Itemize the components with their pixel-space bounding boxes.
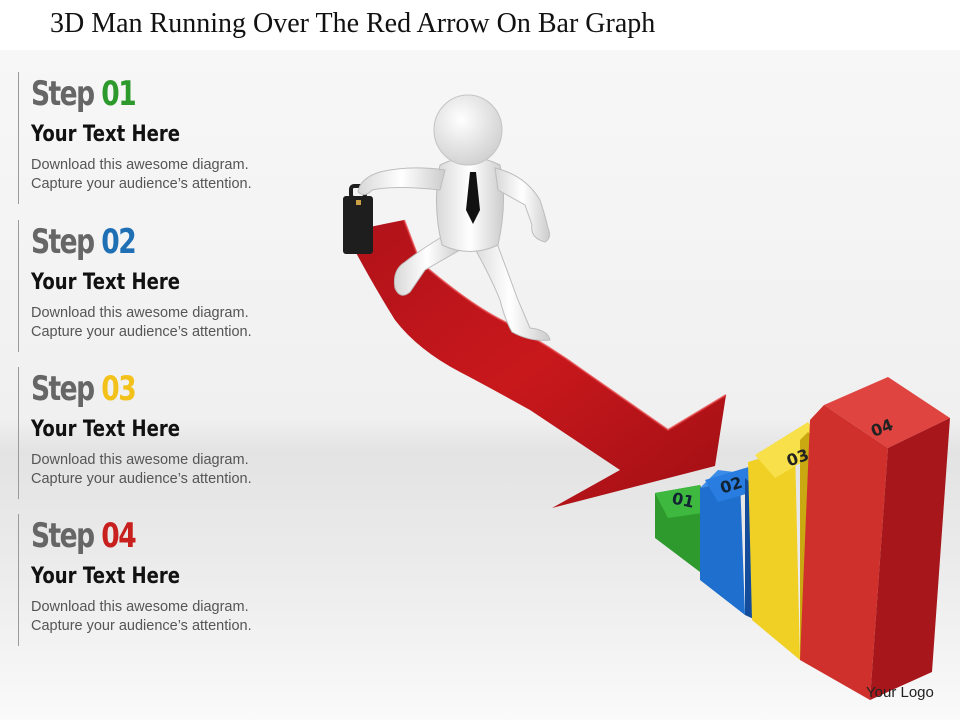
briefcase-icon bbox=[343, 184, 373, 254]
man-head bbox=[433, 94, 503, 166]
running-man bbox=[343, 94, 551, 341]
step-2: Step 02 Your Text Here Download this awes… bbox=[18, 220, 319, 352]
man-back-arm bbox=[357, 167, 446, 196]
bar-01-label: 01 bbox=[670, 489, 696, 512]
bar-03-front bbox=[748, 448, 800, 660]
logo-placeholder: Your Logo bbox=[866, 684, 934, 701]
red-arrow-shape bbox=[345, 220, 726, 508]
bar-04-top bbox=[824, 377, 950, 448]
step-4-label: Step bbox=[31, 516, 95, 556]
step-2-line-2: Capture your audience’s attention. bbox=[31, 324, 252, 340]
man-front-arm bbox=[494, 167, 550, 243]
step-2-number: 02 bbox=[101, 222, 136, 262]
step-4: Step 04 Your Text Here Download this awes… bbox=[18, 514, 319, 646]
step-1-subtitle: Your Text Here bbox=[31, 122, 180, 147]
step-4-line-1: Download this awesome diagram. bbox=[31, 599, 249, 615]
man-front-leg bbox=[469, 237, 551, 341]
man-tie bbox=[466, 172, 480, 224]
step-4-subtitle: Your Text Here bbox=[31, 564, 180, 589]
step-1-description: Download this awesome diagram. Capture y… bbox=[31, 156, 252, 194]
step-3-line-2: Capture your audience’s attention. bbox=[31, 471, 252, 487]
step-1-number: 01 bbox=[101, 74, 136, 114]
step-1-line-1: Download this awesome diagram. bbox=[31, 157, 249, 173]
step-3-subtitle: Your Text Here bbox=[31, 417, 180, 442]
bar-04-front bbox=[800, 405, 888, 700]
step-2-heading: Step 02 bbox=[31, 222, 137, 262]
step-3-heading: Step 03 bbox=[31, 369, 137, 409]
step-4-description: Download this awesome diagram. Capture y… bbox=[31, 598, 252, 636]
man-back-leg bbox=[394, 234, 461, 296]
step-2-label: Step bbox=[31, 222, 95, 262]
step-1-line-2: Capture your audience’s attention. bbox=[31, 176, 252, 192]
step-4-heading: Step 04 bbox=[31, 516, 137, 556]
step-3-label: Step bbox=[31, 369, 95, 409]
bar-01-top bbox=[655, 485, 710, 518]
step-1-label: Step bbox=[31, 74, 95, 114]
step-3-description: Download this awesome diagram. Capture y… bbox=[31, 451, 252, 489]
red-arrow bbox=[345, 219, 727, 508]
step-4-line-2: Capture your audience’s attention. bbox=[31, 618, 252, 634]
step-2-line-1: Download this awesome diagram. bbox=[31, 305, 249, 321]
bar-graph: 01 02 03 04 bbox=[655, 377, 950, 700]
step-3-number: 03 bbox=[101, 369, 136, 409]
bar-02-front bbox=[700, 478, 745, 615]
step-1-heading: Step 01 bbox=[31, 74, 137, 114]
step-4-number: 04 bbox=[101, 516, 136, 556]
step-2-description: Download this awesome diagram. Capture y… bbox=[31, 304, 252, 342]
bar-04-side bbox=[870, 418, 950, 700]
step-3: Step 03 Your Text Here Download this awes… bbox=[18, 367, 319, 499]
page-title: 3D Man Running Over The Red Arrow On Bar… bbox=[0, 0, 960, 50]
bar-04: 04 bbox=[800, 377, 950, 700]
step-1: Step 01 Your Text Here Download this awes… bbox=[18, 72, 319, 204]
red-arrow-highlight bbox=[403, 219, 727, 432]
step-3-line-1: Download this awesome diagram. bbox=[31, 452, 249, 468]
step-2-subtitle: Your Text Here bbox=[31, 270, 180, 295]
